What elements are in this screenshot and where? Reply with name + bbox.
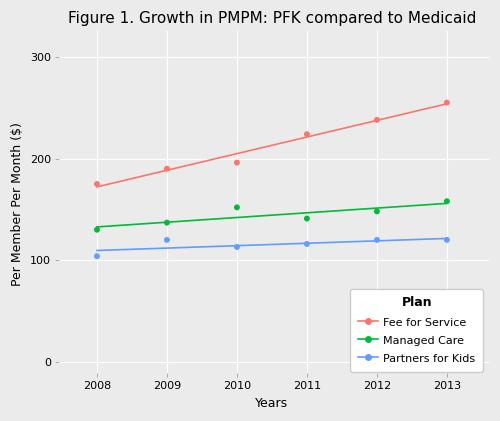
Title: Figure 1. Growth in PMPM: PFK compared to Medicaid: Figure 1. Growth in PMPM: PFK compared t… [68,11,476,26]
Y-axis label: Per Member Per Month ($): Per Member Per Month ($) [11,123,24,286]
X-axis label: Years: Years [256,397,288,410]
Point [163,219,171,226]
Point [93,253,101,259]
Point [303,215,311,222]
Point [163,237,171,243]
Point [233,159,241,166]
Point [303,240,311,247]
Point [93,226,101,233]
Point [373,208,381,215]
Point [443,198,451,205]
Point [233,244,241,250]
Point [233,204,241,211]
Point [163,165,171,172]
Point [443,237,451,243]
Point [443,99,451,106]
Point [373,237,381,243]
Point [93,181,101,187]
Legend: Fee for Service, Managed Care, Partners for Kids: Fee for Service, Managed Care, Partners … [350,289,484,372]
Point [373,117,381,123]
Point [303,131,311,138]
